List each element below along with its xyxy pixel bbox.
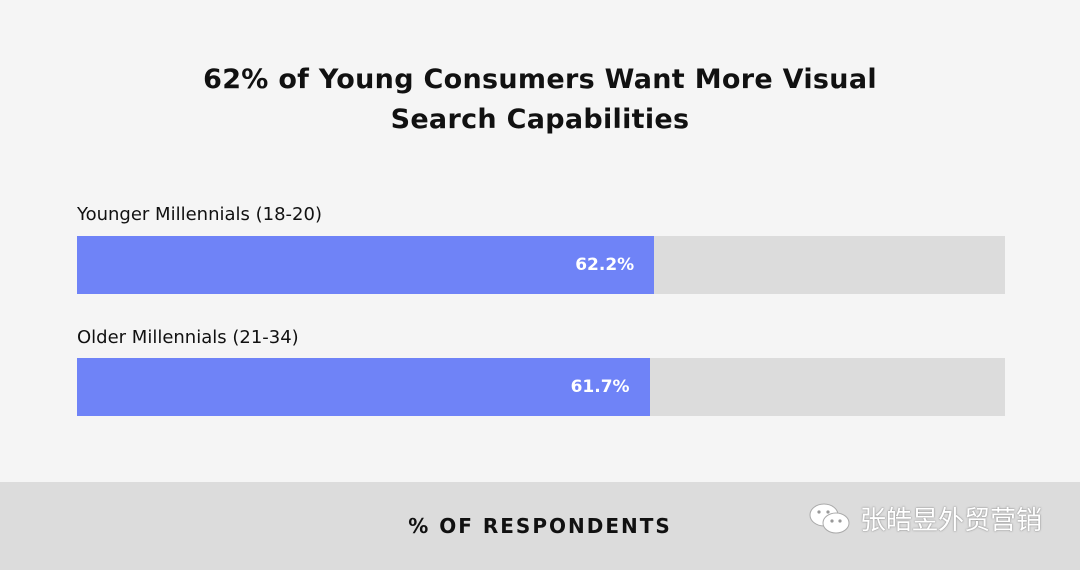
- data-label: 61.7%: [570, 377, 630, 397]
- bar-track: 61.7%: [77, 358, 1005, 416]
- data-label: 62.2%: [575, 255, 635, 275]
- watermark: 张皓昱外贸营销: [808, 500, 1042, 537]
- watermark-text: 张皓昱外贸营销: [860, 506, 1043, 536]
- bar-track: 62.2%: [77, 236, 1005, 294]
- bar: 62.2%: [77, 236, 655, 294]
- category-label: Older Millennials (21-34): [77, 327, 299, 348]
- x-axis-label: % OF RESPONDENTS: [408, 514, 672, 538]
- chart-title: 62% of Young Consumers Want More Visual …: [0, 60, 1080, 140]
- title-line-1: 62% of Young Consumers Want More Visual: [203, 64, 877, 95]
- axis-footer: % OF RESPONDENTS 张皓昱外贸营销: [0, 482, 1080, 570]
- title-line-2: Search Capabilities: [390, 104, 690, 135]
- category-label: Younger Millennials (18-20): [77, 204, 322, 225]
- bar: 61.7%: [77, 358, 650, 416]
- wechat-icon: [809, 503, 850, 533]
